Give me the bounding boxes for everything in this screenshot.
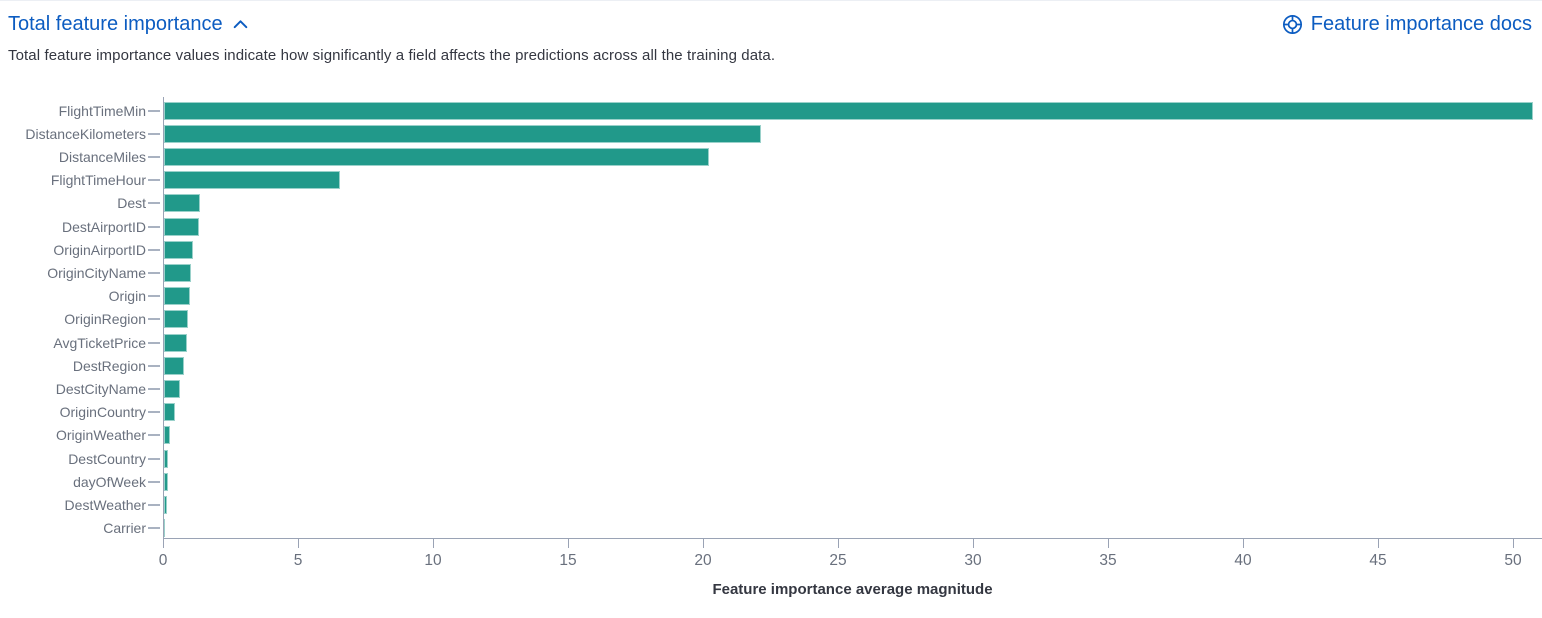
bar-OriginRegion[interactable] — [164, 310, 189, 329]
bar-dayOfWeek[interactable] — [164, 472, 169, 491]
y-axis-label: OriginRegion — [64, 311, 146, 328]
y-axis-tick-mark — [148, 248, 160, 251]
y-axis-tick-mark — [148, 364, 160, 367]
bar-DestAirportID[interactable] — [164, 217, 200, 236]
x-axis-title: Feature importance average magnitude — [712, 581, 993, 598]
y-axis-tick-mark — [148, 527, 160, 530]
x-axis-tick-label: 15 — [559, 552, 577, 569]
y-axis-tick-mark — [148, 480, 160, 483]
x-axis-tick-mark — [433, 538, 434, 548]
bar-FlightTimeMin[interactable] — [164, 101, 1533, 120]
x-axis-tick-mark — [1108, 538, 1109, 548]
bar-Carrier[interactable] — [164, 519, 166, 538]
y-axis-label: dayOfWeek — [73, 473, 146, 490]
y-axis-tick-mark — [148, 295, 160, 298]
y-axis-label: DestCountry — [68, 450, 146, 467]
y-axis-tick-mark — [148, 202, 160, 205]
x-axis-tick-label: 25 — [829, 552, 847, 569]
section-title: Total feature importance — [8, 13, 223, 35]
y-axis-tick-mark — [148, 457, 160, 460]
bar-DistanceMiles[interactable] — [164, 148, 710, 166]
x-axis-tick-mark — [1378, 538, 1379, 548]
y-axis-label: Origin — [108, 288, 146, 305]
bar-OriginWeather[interactable] — [164, 426, 170, 445]
y-axis-label: DistanceMiles — [58, 149, 146, 165]
x-axis-tick-mark — [838, 538, 839, 548]
y-axis-label: AvgTicketPrice — [53, 334, 146, 351]
bar-DestWeather[interactable] — [164, 496, 168, 514]
y-axis-label: OriginAirportID — [53, 241, 146, 258]
y-axis-label: OriginCountry — [59, 404, 146, 421]
x-axis-tick-label: 0 — [158, 552, 168, 569]
chevron-up-icon — [232, 16, 249, 33]
y-axis-tick-mark — [148, 225, 160, 228]
x-axis-tick-mark — [568, 538, 569, 548]
x-axis-tick-label: 20 — [694, 552, 712, 569]
x-axis-tick-label: 30 — [964, 552, 982, 569]
y-axis-tick-mark — [148, 109, 160, 112]
bar-DestRegion[interactable] — [164, 356, 184, 375]
chart: FlightTimeMin DistanceKilometers DistanceM… — [0, 92, 1542, 615]
y-axis-tick-mark — [148, 132, 160, 135]
x-axis-tick-mark — [298, 538, 299, 548]
y-axis-line — [163, 97, 164, 538]
y-axis-label: Dest — [117, 195, 146, 212]
y-axis-tick-mark — [148, 318, 160, 321]
bar-AvgTicketPrice[interactable] — [164, 333, 187, 352]
x-axis-tick-label: 50 — [1504, 552, 1522, 569]
bar-DistanceKilometers[interactable] — [164, 124, 761, 143]
bar-OriginCityName[interactable] — [164, 264, 191, 282]
bar-DestCityName[interactable] — [164, 380, 181, 398]
section-header: Total feature importance Feature importa… — [0, 0, 1542, 36]
x-axis-tick-mark — [1243, 538, 1244, 548]
feature-importance-docs-link[interactable]: Feature importance docs — [1282, 13, 1532, 36]
bar-Origin[interactable] — [164, 287, 190, 306]
x-axis-tick-label: 40 — [1234, 552, 1252, 569]
y-axis-tick-mark — [148, 341, 160, 344]
y-axis-label: DestAirportID — [61, 218, 146, 235]
y-axis-label: FlightTimeMin — [58, 102, 146, 119]
y-axis-tick-mark — [148, 434, 160, 437]
life-ring-help-icon — [1282, 14, 1303, 35]
total-feature-importance-toggle[interactable]: Total feature importance — [8, 13, 249, 36]
x-axis-tick-label: 5 — [293, 552, 303, 569]
bar-OriginAirportID[interactable] — [164, 240, 193, 259]
y-axis-tick-mark — [148, 156, 160, 158]
y-axis-label: DestCityName — [55, 381, 146, 397]
docs-link-label: Feature importance docs — [1310, 13, 1532, 35]
y-axis-label: OriginCityName — [47, 265, 146, 281]
x-axis-line — [163, 538, 1542, 539]
x-axis-tick-mark — [1513, 538, 1514, 548]
y-axis-label: DestWeather — [64, 497, 146, 513]
x-axis-tick-mark — [703, 538, 704, 548]
y-axis-tick-mark — [148, 179, 160, 182]
y-axis-label: DestRegion — [72, 357, 146, 374]
y-axis-label: OriginWeather — [55, 427, 146, 444]
x-axis-tick-mark — [163, 538, 164, 548]
bar-Dest[interactable] — [164, 194, 201, 213]
y-axis-tick-mark — [148, 388, 160, 390]
panel-top-divider — [0, 0, 1542, 1]
bar-OriginCountry[interactable] — [164, 403, 176, 422]
y-axis-tick-mark — [148, 272, 160, 274]
y-axis-label: DistanceKilometers — [25, 125, 146, 142]
y-axis-label: FlightTimeHour — [50, 172, 146, 189]
x-axis-tick-mark — [973, 538, 974, 548]
y-axis-tick-mark — [148, 411, 160, 414]
bar-DestCountry[interactable] — [164, 449, 169, 468]
x-axis-tick-label: 10 — [424, 552, 442, 569]
x-axis-tick-label: 35 — [1099, 552, 1117, 569]
y-axis-label: Carrier — [103, 520, 146, 537]
y-axis-tick-mark — [148, 504, 160, 506]
section-description: Total feature importance values indicate… — [8, 47, 776, 64]
x-axis-tick-label: 45 — [1369, 552, 1387, 569]
bar-FlightTimeHour[interactable] — [164, 171, 340, 190]
